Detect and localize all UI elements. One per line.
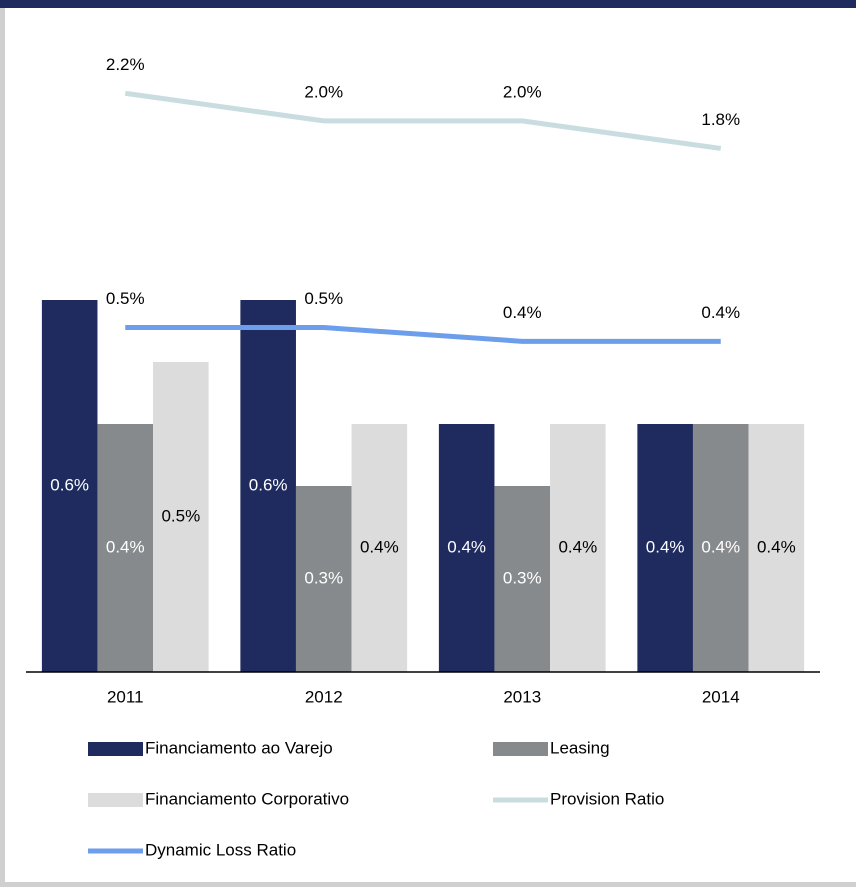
line-series — [125, 325, 721, 344]
bar-value-label: 0.4% — [106, 537, 145, 556]
line-value-label: 0.4% — [503, 303, 542, 322]
bar — [748, 424, 805, 672]
x-tick-label: 2013 — [503, 687, 541, 706]
bar-value-label: 0.5% — [161, 506, 200, 525]
x-tick-label: 2012 — [305, 687, 343, 706]
bar-value-label: 0.4% — [646, 537, 685, 556]
legend-swatch — [88, 793, 143, 807]
legend-swatch — [88, 742, 143, 756]
bar — [97, 424, 154, 672]
bar-value-label: 0.6% — [50, 475, 89, 494]
bar-value-label: 0.4% — [558, 537, 597, 556]
legend-label: Provision Ratio — [550, 789, 664, 808]
line-value-label: 0.4% — [701, 303, 740, 322]
line-value-label: 2.0% — [304, 82, 343, 101]
legend-label: Financiamento ao Varejo — [145, 738, 333, 757]
bar-value-label: 0.4% — [360, 537, 399, 556]
bar-value-label: 0.6% — [249, 475, 288, 494]
bar — [494, 486, 551, 672]
legend-label: Leasing — [550, 738, 610, 757]
bar — [41, 300, 98, 672]
left-border — [0, 8, 5, 887]
header-bar — [0, 0, 856, 8]
bar-value-label: 0.3% — [503, 568, 542, 587]
x-tick-label: 2014 — [702, 687, 740, 706]
bar-value-label: 0.4% — [757, 537, 796, 556]
bar — [153, 362, 209, 672]
bar — [438, 424, 495, 672]
line-value-label: 2.2% — [106, 55, 145, 74]
line-value-label: 1.8% — [701, 110, 740, 129]
line-series — [124, 90, 722, 151]
bar — [295, 486, 352, 672]
bar — [550, 424, 606, 672]
bar — [692, 424, 749, 672]
x-tick-label: 2011 — [107, 687, 144, 706]
bar — [240, 300, 296, 672]
line-value-label: 0.5% — [304, 289, 343, 308]
bottom-border — [0, 882, 856, 887]
bar — [637, 424, 693, 672]
legend-label: Dynamic Loss Ratio — [145, 840, 296, 859]
line-value-label: 2.0% — [503, 82, 542, 101]
line-value-label: 0.5% — [106, 289, 145, 308]
bar — [351, 424, 408, 672]
bar-value-label: 0.4% — [701, 537, 740, 556]
bar-value-label: 0.4% — [447, 537, 486, 556]
bar-value-label: 0.3% — [304, 568, 343, 587]
legend-label: Financiamento Corporativo — [145, 789, 349, 808]
legend-swatch — [493, 742, 548, 756]
